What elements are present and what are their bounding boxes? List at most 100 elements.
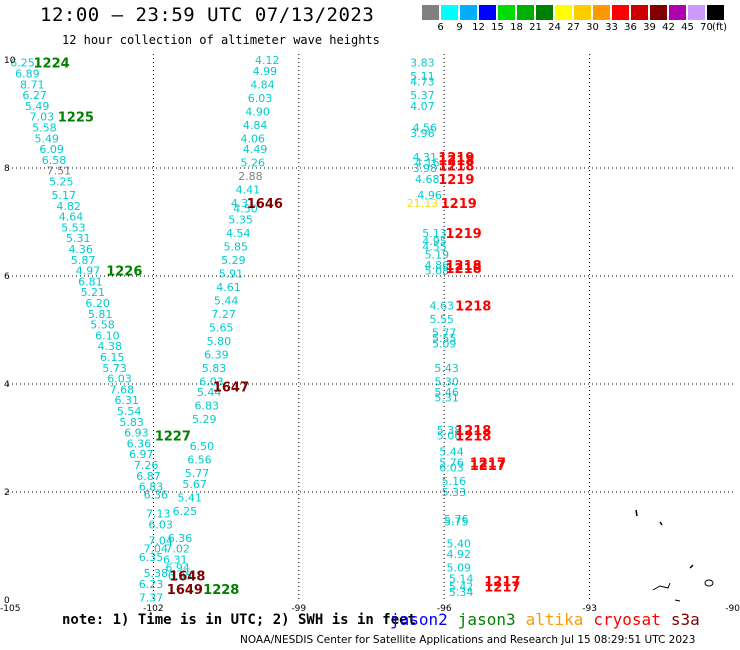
wave-height-label: 5.87	[71, 254, 96, 267]
wave-height-label: 6.39	[204, 348, 229, 361]
wave-height-label: 6.20	[85, 297, 110, 310]
wave-height-label: 5.37	[410, 89, 435, 102]
wave-height-label: 7.04	[148, 535, 173, 548]
track-time-label: 1218	[455, 300, 491, 315]
wave-height-label: 5.38	[144, 567, 169, 580]
wave-height-label: 6.50	[190, 440, 215, 453]
track-time-label: 1218	[445, 262, 481, 277]
wave-height-label: 6.09	[39, 143, 64, 156]
wave-height-label: 6.03	[148, 518, 173, 531]
wave-height-label: 4.31	[231, 197, 256, 210]
track-time-label: 1228	[203, 583, 239, 598]
wave-height-label: 5.42	[449, 581, 474, 594]
scale-swatch	[631, 5, 648, 20]
lon-tick-label: -102	[143, 604, 163, 614]
scale-tick-label: 6	[437, 22, 444, 33]
wave-height-label: 6.36	[127, 437, 152, 450]
wave-height-label: 5.81	[88, 308, 113, 321]
wave-height-label: 5.44	[439, 446, 464, 459]
wave-height-label: 6.56	[187, 454, 212, 467]
wave-height-label: 5.76	[444, 513, 469, 526]
wave-height-label: 4.50	[233, 203, 258, 216]
wave-height-label: 4.84	[243, 119, 268, 132]
wave-height-label: 7.26	[134, 459, 159, 472]
scale-tick-label: 33	[605, 22, 618, 33]
wave-height-label: 5.31	[66, 232, 91, 245]
page-subtitle: 12 hour collection of altimeter wave hei…	[62, 33, 380, 47]
wave-height-label: 5.73	[102, 362, 127, 375]
track-time-label: 1217	[470, 459, 506, 474]
wave-height-label: 6.03	[439, 462, 464, 475]
wave-height-label: 5.40	[446, 537, 471, 550]
wave-height-label: 3.96	[410, 127, 435, 140]
scale-swatch	[422, 5, 439, 20]
satellite-legend-item: cryosat	[593, 610, 661, 629]
coastline-island-6	[674, 599, 681, 602]
wave-height-label: 5.34	[449, 586, 474, 599]
wave-height-label: 4.96	[417, 189, 442, 202]
wave-height-label: 6.87	[136, 470, 161, 483]
wave-height-label: 4.90	[245, 105, 270, 118]
track-time-label: 1218	[455, 429, 491, 444]
scale-tick-label: 24	[548, 22, 561, 33]
scale-swatch	[612, 5, 629, 20]
coastline-island-1	[635, 509, 638, 517]
wave-height-label: 5.80	[207, 335, 232, 348]
wave-height-label: 5.44	[214, 294, 239, 307]
lon-tick-label: -99	[291, 604, 306, 614]
wave-height-label: 5.67	[182, 478, 207, 491]
wave-height-label: 4.12	[255, 54, 280, 67]
wave-height-label: 4.64	[59, 211, 84, 224]
track-time-label: 1226	[106, 265, 142, 280]
wave-height-label: 5.77	[432, 327, 457, 340]
track-time-label: 1225	[58, 111, 94, 126]
scale-swatch	[441, 5, 458, 20]
coastline-island-5	[704, 579, 714, 587]
wave-height-label: 6.31	[163, 554, 188, 567]
wave-height-label: 5.91	[219, 267, 244, 280]
wave-height-label: 6.81	[78, 275, 103, 288]
scale-tick-label: 70	[700, 22, 713, 33]
scale-tick-label: 39	[643, 22, 656, 33]
scale-tick-label: 18	[510, 22, 523, 33]
wave-height-label: 5.49	[25, 100, 50, 113]
wave-height-label: 6.36	[168, 532, 193, 545]
wave-height-label: 5.19	[425, 248, 450, 261]
lon-tick-label: -90	[725, 604, 740, 614]
lat-tick-label: 4	[4, 380, 10, 390]
track-time-label: 1219	[438, 173, 474, 188]
wave-height-label: 5.43	[434, 362, 459, 375]
wave-height-label: 5.75	[444, 516, 469, 529]
lon-tick-label: -96	[437, 604, 452, 614]
wave-height-values: 6.256.898.716.275.497.035.585.496.096.58…	[10, 54, 473, 604]
wave-height-label: 5.54	[117, 405, 142, 418]
wave-height-label: 4.07	[410, 100, 435, 113]
lat-tick-label: 6	[4, 272, 10, 282]
scale-swatch	[593, 5, 610, 20]
lat-tick-label: 8	[4, 164, 10, 174]
track-time-label: 1218	[445, 259, 481, 274]
scale-swatch	[707, 5, 724, 20]
wave-height-label: 5.16	[442, 475, 467, 488]
wave-height-label: 5.09	[446, 562, 471, 575]
coastline-island-2	[659, 521, 663, 526]
scale-swatch	[498, 5, 515, 20]
scale-swatch	[555, 5, 572, 20]
wave-height-label: 7.02	[165, 543, 190, 556]
note-text: note: 1) Time is in UTC; 2) SWH is in fe…	[62, 612, 417, 628]
wave-height-label: 3.98	[413, 162, 438, 175]
scale-tick-label: 45	[681, 22, 694, 33]
scale-tick-label: 9	[456, 22, 463, 33]
wave-height-label: 5.44	[197, 386, 222, 399]
scale-swatch	[574, 5, 591, 20]
scale-tick-label: 42	[662, 22, 675, 33]
wave-height-label: 7.03	[30, 111, 55, 124]
coastline-island-3	[652, 582, 671, 591]
wave-height-label: 6.03	[107, 373, 132, 386]
wave-height-label: 5.17	[51, 189, 76, 202]
scale-unit: (ft)	[712, 22, 728, 33]
wave-height-label: 5.09	[432, 338, 457, 351]
wave-height-label: 4.54	[226, 227, 251, 240]
